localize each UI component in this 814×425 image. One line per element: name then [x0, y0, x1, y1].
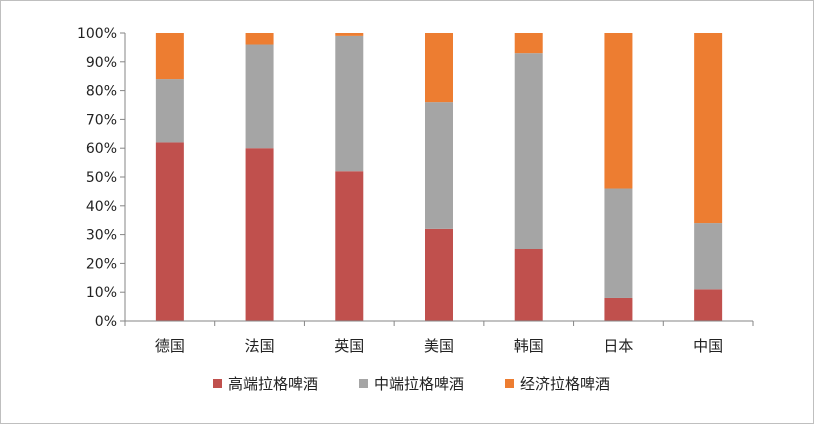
y-tick-label: 30%	[86, 228, 117, 244]
legend-label: 经济拉格啤酒	[520, 375, 610, 393]
x-category-label: 英国	[334, 337, 364, 355]
bar-segment-3-3	[335, 33, 364, 36]
y-tick-label: 10%	[86, 285, 117, 301]
x-category-label: 韩国	[514, 337, 544, 355]
x-category-label: 日本	[603, 337, 633, 355]
labels-layer: 0% 10% 20% 30% 40% 50% 60% 70% 80% 90% 100% 德国 法国 英国 美…	[77, 26, 723, 355]
bar-segment-3-7	[694, 33, 723, 224]
bar-segment-2-1	[155, 79, 184, 143]
bar-segment-2-4	[425, 102, 453, 229]
y-tick-label: 90%	[86, 55, 117, 71]
bar-segment-1-2	[245, 148, 274, 321]
y-tick-label: 20%	[86, 256, 117, 272]
bar-segment-3-4	[425, 33, 453, 103]
bar-segment-2-5	[514, 53, 543, 249]
legend-swatch	[359, 379, 368, 388]
bar-segment-3-5	[514, 33, 543, 54]
x-category-label: 法国	[245, 337, 275, 355]
bar-segment-2-2	[245, 44, 274, 149]
bar-segment-3-1	[155, 33, 184, 80]
legend: 高端拉格啤酒 中端拉格啤酒 经济拉格啤酒	[213, 375, 610, 393]
legend-label: 中端拉格啤酒	[374, 375, 464, 393]
y-tick-label: 50%	[86, 170, 117, 186]
y-tick-label: 70%	[86, 112, 117, 128]
bar-segment-1-6	[604, 297, 633, 321]
y-tick-label: 0%	[95, 314, 117, 330]
bar-segment-1-1	[155, 142, 184, 321]
bar-segment-2-6	[604, 188, 633, 298]
y-tick-label: 80%	[86, 84, 117, 100]
bar-segment-1-3	[335, 171, 364, 321]
bar-segment-2-7	[694, 223, 723, 290]
x-category-label: 中国	[693, 337, 723, 355]
legend-swatch	[213, 379, 222, 388]
bar-segment-2-3	[335, 35, 364, 172]
bar-segment-3-2	[245, 33, 274, 45]
bars-layer	[155, 33, 723, 321]
x-category-label: 德国	[155, 337, 185, 355]
legend-swatch	[505, 379, 514, 388]
bar-segment-1-7	[694, 289, 723, 321]
bar-segment-3-6	[604, 33, 633, 189]
bar-segment-1-4	[425, 228, 453, 321]
legend-label: 高端拉格啤酒	[228, 375, 318, 393]
y-tick-label: 100%	[77, 26, 117, 42]
x-category-label: 美国	[424, 337, 454, 355]
bar-segment-1-5	[514, 249, 543, 321]
y-tick-label: 60%	[86, 141, 117, 157]
axes-layer	[120, 32, 754, 326]
y-tick-label: 40%	[86, 199, 117, 215]
